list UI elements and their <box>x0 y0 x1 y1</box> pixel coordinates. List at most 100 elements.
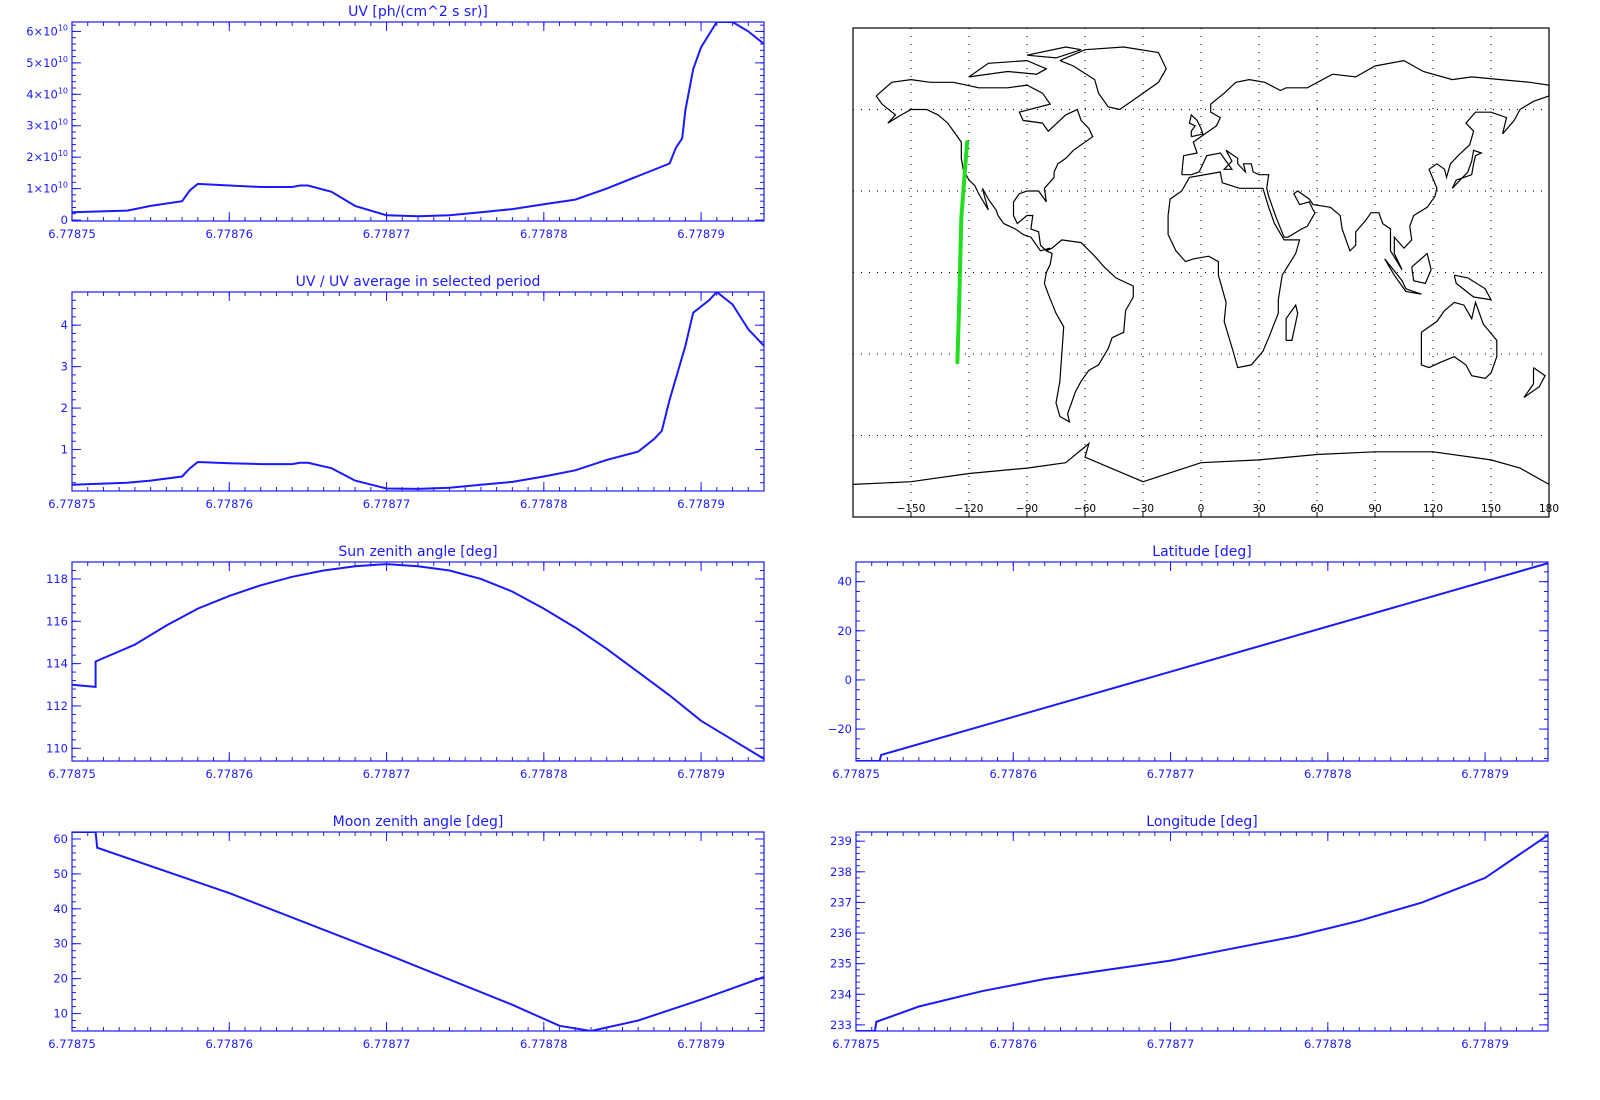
map-lon-label: 120 <box>1423 503 1443 515</box>
x-tick-label: 6.77879 <box>677 1037 725 1051</box>
plot-frame <box>71 561 765 762</box>
chart-title: UV [ph/(cm^2 s sr)] <box>348 4 488 20</box>
x-tick-label: 6.77876 <box>989 1037 1037 1051</box>
x-tick-label: 6.77879 <box>677 767 725 781</box>
x-tick-label: 6.77876 <box>989 767 1037 781</box>
coastline <box>1026 46 1082 59</box>
y-tick-exponent: 10 <box>58 55 68 64</box>
satellite-track <box>955 140 970 365</box>
series-line <box>856 562 1548 761</box>
series-line <box>72 563 764 760</box>
series-line <box>72 22 764 218</box>
y-tick-label: 235 <box>830 957 852 971</box>
x-tick-label: 6.77878 <box>520 767 568 781</box>
chart-title: Moon zenith angle [deg] <box>333 814 504 830</box>
map-lon-labels: −150 −120 −90 −60 −30 0 30 60 90 120 150 180 <box>897 503 1559 517</box>
plot-frame <box>71 831 765 1032</box>
y-tick-label: 40 <box>837 575 852 589</box>
x-tick-label: 6.77878 <box>520 227 568 241</box>
y-tick-label: 116 <box>46 614 68 628</box>
map-lon-label: −150 <box>897 503 926 515</box>
y-tick-mantissa: 1×10 <box>26 182 58 196</box>
y-tick-label: 1×1010 <box>26 181 68 196</box>
x-tick-label: 6.77877 <box>363 227 411 241</box>
y-tick-label: 112 <box>46 699 68 713</box>
coastline <box>1451 149 1483 189</box>
y-tick-label: 30 <box>53 937 68 951</box>
coastline <box>852 441 1550 485</box>
coastline <box>1411 252 1432 285</box>
x-tick-label: 6.77876 <box>205 227 253 241</box>
y-tick-label: −20 <box>828 722 852 736</box>
coastlines <box>852 46 1550 485</box>
y-tick-label: 238 <box>830 865 852 879</box>
x-tick-label: 6.77878 <box>1304 1037 1352 1051</box>
x-tick-label: 6.77875 <box>48 227 96 241</box>
plot-frame <box>855 561 1549 762</box>
y-tick-label: 3 <box>61 360 68 374</box>
y-tick-label: 20 <box>837 624 852 638</box>
y-tick-exponent: 10 <box>58 149 68 158</box>
y-tick-label: 233 <box>830 1018 852 1032</box>
map-lon-label: 90 <box>1368 503 1381 515</box>
map-lon-label: 150 <box>1481 503 1501 515</box>
series-line <box>72 292 764 490</box>
y-tick-exponent: 10 <box>58 86 68 95</box>
map-lon-label: −60 <box>1074 503 1096 515</box>
coastline <box>1285 303 1299 341</box>
y-tick-label: 6×1010 <box>26 23 68 38</box>
y-tick-label: 236 <box>830 926 852 940</box>
chart-title: Longitude [deg] <box>1146 814 1257 830</box>
y-tick-label: 4 <box>61 318 68 332</box>
chart-lat: Latitude [deg] 6.77875 6.77876 6.77877 6.778… <box>828 544 1549 781</box>
map-lon-label: 60 <box>1310 503 1323 515</box>
y-tick-label: 3×1010 <box>26 118 68 133</box>
map-lon-label: −90 <box>1016 503 1038 515</box>
x-tick-label: 6.77878 <box>1304 767 1352 781</box>
plot-frame <box>71 291 765 492</box>
y-tick-label: 20 <box>53 972 68 986</box>
chart-uv: UV [ph/(cm^2 s sr)] 6.77875 6.77876 6.77877… <box>26 4 765 241</box>
x-tick-label: 6.77877 <box>363 497 411 511</box>
coastline <box>968 59 1048 78</box>
y-tick-exponent: 10 <box>58 23 68 32</box>
x-tick-label: 6.77875 <box>48 497 96 511</box>
coastline <box>875 78 1094 252</box>
y-tick-label: 2 <box>61 401 68 415</box>
y-tick-mantissa: 4×10 <box>26 87 58 101</box>
y-tick-label: 50 <box>53 867 68 881</box>
y-tick-exponent: 10 <box>58 181 68 190</box>
y-tick-exponent: 10 <box>58 118 68 127</box>
x-tick-label: 6.77879 <box>677 497 725 511</box>
map-lon-label: 0 <box>1198 503 1205 515</box>
y-tick-label: 114 <box>46 657 68 671</box>
x-tick-label: 6.77877 <box>1147 767 1195 781</box>
y-tick-label: 237 <box>830 895 852 909</box>
chart-lon: Longitude [deg] 6.77875 6.77876 6.77877 6.77… <box>830 814 1549 1051</box>
x-tick-label: 6.77875 <box>48 1037 96 1051</box>
coastline <box>1167 171 1301 369</box>
x-tick-label: 6.77876 <box>205 767 253 781</box>
x-tick-label: 6.77877 <box>363 767 411 781</box>
y-tick-label: 60 <box>53 832 68 846</box>
coastline <box>1420 300 1498 380</box>
x-tick-label: 6.77878 <box>520 1037 568 1051</box>
chart-title: Sun zenith angle [deg] <box>338 544 497 560</box>
coastline <box>1384 258 1422 295</box>
map-lon-label: 180 <box>1539 503 1559 515</box>
y-tick-label: 5×1010 <box>26 55 68 70</box>
chart-mza: Moon zenith angle [deg] 6.77875 6.77876 6.7… <box>48 814 765 1051</box>
y-tick-label: 118 <box>46 572 68 586</box>
chart-title: Latitude [deg] <box>1152 544 1251 560</box>
y-tick-label: 0 <box>61 213 68 227</box>
x-tick-label: 6.77875 <box>832 767 880 781</box>
x-tick-label: 6.77878 <box>520 497 568 511</box>
y-tick-label: 234 <box>830 987 852 1001</box>
y-tick-mantissa: 2×10 <box>26 150 58 164</box>
x-tick-label: 6.77875 <box>48 767 96 781</box>
map-lon-label: 30 <box>1252 503 1265 515</box>
x-tick-label: 6.77876 <box>205 1037 253 1051</box>
y-tick-label: 2×1010 <box>26 149 68 164</box>
y-tick-mantissa: 5×10 <box>26 56 58 70</box>
world-map: −150 −120 −90 −60 −30 0 30 60 90 120 150 180 <box>852 27 1559 518</box>
